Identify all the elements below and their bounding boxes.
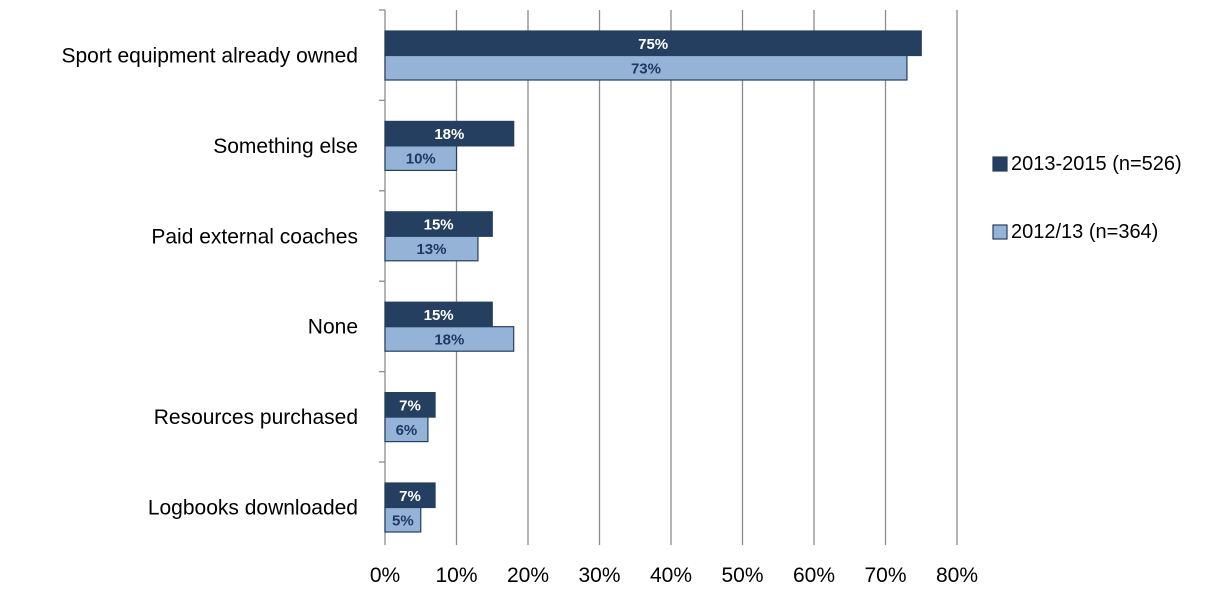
bar-data-label: 10% (406, 151, 436, 168)
bar-series1 (384, 482, 436, 509)
x-tick-label: 20% (507, 564, 549, 587)
bar-data-label: 6% (396, 422, 418, 439)
x-tick-label: 80% (936, 564, 978, 587)
x-tick-label: 30% (578, 564, 620, 587)
category-label: Paid external coaches (151, 225, 358, 248)
bars: 75% 73% 18% 10% 15% 13% 15% 18% 7% 6% 7% 5% (384, 30, 922, 533)
x-tick-label: 60% (793, 564, 835, 587)
x-tick-label: 40% (650, 564, 692, 587)
bar-series2 (384, 416, 429, 443)
bar-data-label: 18% (434, 126, 464, 143)
bar-data-label: 13% (416, 241, 446, 258)
legend-swatch (992, 224, 1008, 240)
bar-data-label: 7% (399, 488, 421, 505)
bar-series1 (384, 30, 922, 57)
x-tick-label: 70% (864, 564, 906, 587)
x-axis-ticks: 0% 10% 20% 30% 40% 50% 60% 70% 80% (370, 564, 978, 587)
legend-label: 2012/13 (n=364) (1011, 221, 1158, 243)
bar-data-label: 75% (638, 36, 668, 53)
category-label: Resources purchased (154, 406, 358, 429)
bar-data-label: 7% (399, 397, 421, 414)
x-tick-label: 0% (370, 564, 400, 587)
category-label: Logbooks downloaded (148, 497, 358, 520)
legend-label: 2013-2015 (n=526) (1011, 153, 1182, 175)
bar-series2 (384, 54, 908, 81)
bar-data-label: 18% (434, 331, 464, 348)
legend-swatch (992, 156, 1008, 172)
category-label: Something else (213, 135, 358, 158)
bar-series2 (384, 326, 515, 352)
legend: 2013-2015 (n=526) 2012/13 (n=364) (992, 153, 1182, 243)
category-label: Sport equipment already owned (61, 45, 358, 68)
x-tick-label: 10% (435, 564, 477, 587)
bar-series2 (384, 235, 479, 262)
category-label: None (308, 316, 358, 339)
gridlines (379, 9, 958, 545)
bar-series2 (384, 145, 458, 171)
x-tick-label: 50% (721, 564, 763, 587)
bar-series2 (384, 506, 422, 533)
bar-series1 (384, 120, 515, 147)
bar-data-label: 15% (424, 307, 454, 324)
bar-data-label: 15% (424, 217, 454, 234)
bar-data-label: 5% (392, 512, 414, 529)
bar-data-label: 73% (631, 60, 661, 77)
category-labels: Sport equipment already owned Something e… (61, 45, 358, 520)
